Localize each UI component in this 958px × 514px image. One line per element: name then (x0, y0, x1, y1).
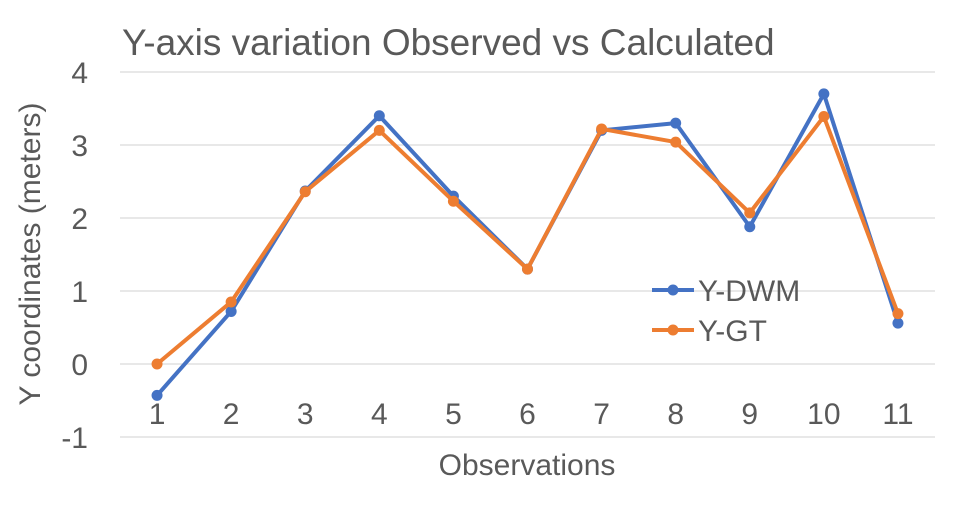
data-point (818, 88, 830, 100)
data-point (892, 317, 904, 329)
data-point (299, 186, 311, 198)
x-tick-label: 5 (445, 398, 462, 431)
data-point (225, 305, 237, 317)
data-point (596, 123, 608, 135)
y-tick-label: 4 (71, 57, 88, 90)
data-point (744, 221, 756, 233)
series-lines (151, 88, 904, 401)
data-point (892, 308, 904, 320)
data-point (522, 263, 533, 275)
x-tick-labels: 1 2 3 4 5 6 7 8 9 10 11 (149, 398, 914, 431)
x-tick-label: 1 (149, 398, 166, 431)
x-tick-label: 11 (882, 398, 913, 431)
series-y-gt (151, 111, 904, 370)
data-point (151, 389, 163, 401)
legend-marker (667, 284, 679, 296)
y-tick-label: 0 (71, 349, 88, 382)
x-tick-label: 4 (371, 398, 388, 431)
data-point (151, 358, 163, 370)
y-tick-label: 2 (71, 203, 88, 236)
y-tick-label: 3 (71, 130, 88, 163)
series-line (155, 114, 900, 366)
series-y-dwm (151, 88, 904, 401)
data-point (670, 136, 682, 148)
legend-label: Y-GT (698, 315, 767, 348)
x-tick-label: 7 (593, 398, 610, 431)
chart-title: Y-axis variation Observed vs Calculated (122, 22, 775, 63)
legend: Y-DWM Y-GT (652, 275, 800, 348)
data-point (373, 124, 385, 136)
x-tick-label: 3 (297, 398, 314, 431)
gridlines (120, 71, 935, 438)
x-tick-label: 6 (519, 398, 536, 431)
data-point (373, 110, 385, 122)
data-point (447, 195, 459, 207)
y-axis-title: Y coordinates (meters) (14, 103, 47, 406)
y-tick-label: 1 (71, 276, 88, 309)
x-tick-label: 8 (667, 398, 684, 431)
data-point (670, 117, 682, 129)
legend-label: Y-DWM (698, 275, 800, 308)
x-tick-label: 9 (741, 398, 758, 431)
legend-marker (667, 324, 679, 336)
data-point (225, 296, 237, 308)
data-point (744, 207, 756, 219)
x-tick-label: 10 (807, 398, 840, 431)
legend-item: Y-DWM (652, 275, 800, 308)
legend-item: Y-GT (652, 315, 767, 348)
y-tick-label: -1 (61, 422, 88, 455)
data-point (818, 111, 830, 123)
x-tick-label: 2 (223, 398, 240, 431)
y-tick-labels: -1 0 1 2 3 4 (61, 57, 88, 455)
x-axis-title: Observations (439, 449, 616, 482)
